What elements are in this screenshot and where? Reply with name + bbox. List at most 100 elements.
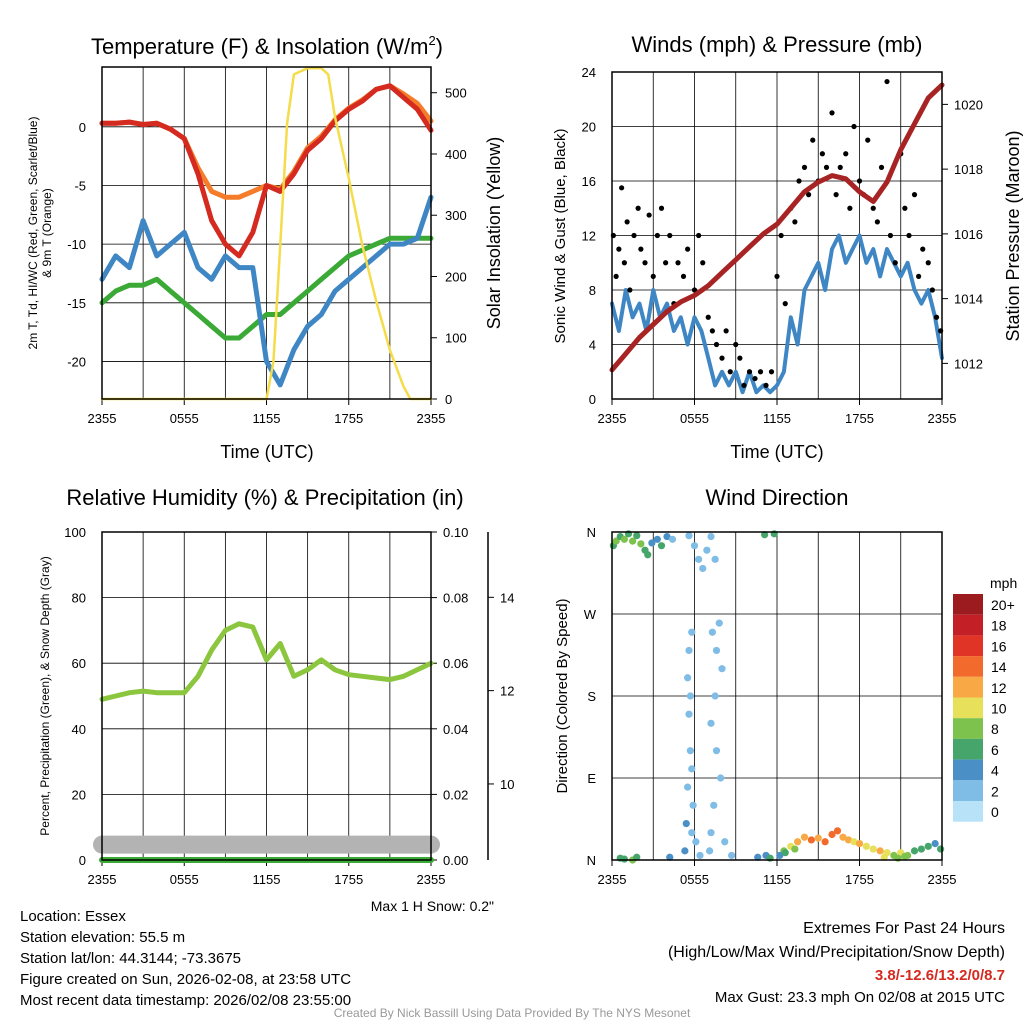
wind-direction-point [685, 532, 693, 540]
y-right-axis-label: Station Pressure (Maroon) [1003, 130, 1023, 341]
y-tick-label: 12 [582, 229, 596, 244]
wind-direction-point [707, 719, 715, 727]
wind-direction-point [666, 853, 674, 861]
legend-label: 20+ [991, 597, 1015, 613]
wind-direction-point [715, 619, 723, 627]
gust-point [887, 232, 894, 239]
wind-direction-point [876, 847, 884, 855]
wind-direction-point [686, 747, 694, 755]
gust-point [892, 260, 898, 266]
chart-title: Relative Humidity (%) & Precipitation (i… [66, 485, 463, 510]
gust-point [667, 232, 673, 239]
gust-point [778, 232, 784, 239]
y-axis-label: Direction (Colored By Speed) [554, 598, 571, 793]
wind-direction-point [814, 834, 822, 842]
max-snow-note: Max 1 H Snow: 0.2" [371, 898, 494, 914]
wind-direction-point [711, 555, 719, 563]
x-axis-label: Time (UTC) [220, 442, 313, 462]
wind-direction-point [712, 646, 721, 655]
x-tick-label: 0555 [680, 411, 709, 426]
y-tick-label: 100 [64, 525, 86, 540]
sonic-wind-line [610, 233, 944, 395]
plot-border [101, 531, 432, 861]
gust-point [746, 369, 753, 375]
legend-swatch [953, 697, 983, 719]
gust-point [856, 178, 863, 184]
wind-direction-point [828, 830, 836, 839]
wind-direction-point [681, 847, 689, 855]
wind-direction-point [791, 845, 799, 853]
legend-label: 12 [991, 680, 1007, 696]
y-tick-label: -5 [74, 178, 86, 193]
gust-point [810, 137, 816, 143]
wind-direction-point [937, 845, 945, 853]
gust-point [819, 151, 825, 157]
x-axis-label: Time (UTC) [730, 442, 823, 462]
x-tick-label: 1755 [845, 872, 874, 887]
legend-label: 14 [991, 659, 1007, 675]
wind-direction-point [807, 836, 815, 844]
legend-title: mph [990, 575, 1017, 591]
wind-direction-point [821, 838, 829, 846]
wind-direction-point [688, 829, 696, 837]
gust-point [733, 341, 739, 348]
gust-point [719, 355, 725, 361]
wind-direction-point [710, 801, 718, 809]
y-right-tick-label: 0.10 [443, 525, 468, 540]
wind-direction-point [794, 838, 802, 846]
panel-3: 2355 0555 1155 1755 23550204060801000.000.02… [38, 485, 514, 914]
gust-point [658, 205, 665, 211]
y-axis-label: 2m T, Td, HI/WC (Red, Green, Scarlet/Blu… [26, 117, 40, 350]
wind-direction-point [612, 537, 620, 545]
wind-direction-point [901, 852, 909, 860]
y-tick-label: 20 [582, 120, 596, 135]
legend-swatch [953, 759, 983, 781]
gust-point [851, 123, 857, 130]
2m-temperature-line [99, 83, 434, 259]
y-right-tick-label: 0.04 [443, 722, 468, 737]
gust-point [675, 260, 681, 266]
y-tick-label: 0 [589, 392, 596, 407]
gust-point [737, 355, 743, 361]
y-right-tick-label: 400 [445, 147, 467, 162]
gust-point [774, 273, 780, 279]
gust-point [806, 192, 812, 198]
y-tick-label: 8 [589, 283, 596, 298]
y-tick-label: 80 [72, 591, 86, 606]
wind-direction-point [703, 546, 711, 554]
y-tick-label: -10 [67, 237, 86, 252]
gust-point [685, 246, 691, 252]
gust-point [627, 287, 633, 293]
gust-point [705, 314, 711, 320]
gust-point [796, 178, 802, 184]
gust-point [920, 246, 926, 252]
gust-point [782, 301, 788, 307]
wind-direction-point [663, 532, 671, 541]
gust-point [757, 369, 764, 375]
gust-point [865, 137, 871, 143]
gust-point [727, 369, 733, 375]
gust-point [624, 219, 630, 225]
wind-direction-point [855, 840, 864, 848]
x-tick-label: 2355 [88, 411, 117, 426]
x-tick-label: 1755 [845, 411, 874, 426]
wind-chill-line [99, 194, 434, 388]
y-tick-label: 4 [589, 338, 596, 353]
created-text: Figure created on Sun, 2026-02-08, at 23… [20, 971, 352, 988]
gust-point [911, 192, 918, 198]
wind-direction-point [862, 842, 870, 850]
y-right-tick-label: 500 [445, 86, 467, 101]
gust-point [768, 369, 775, 375]
y-tick-label: N [587, 853, 596, 868]
gust-point [929, 287, 935, 293]
gust-point [874, 219, 880, 225]
wind-direction-point [917, 845, 925, 853]
wind-direction-point [711, 692, 719, 700]
legend-swatch [953, 738, 983, 760]
wind-direction-point [684, 674, 692, 682]
wind-direction-point [685, 646, 693, 655]
wind-direction-point [707, 829, 715, 837]
y-right-axis-label: Solar Insolation (Yellow) [484, 137, 504, 329]
x-tick-label: 0555 [680, 872, 709, 887]
